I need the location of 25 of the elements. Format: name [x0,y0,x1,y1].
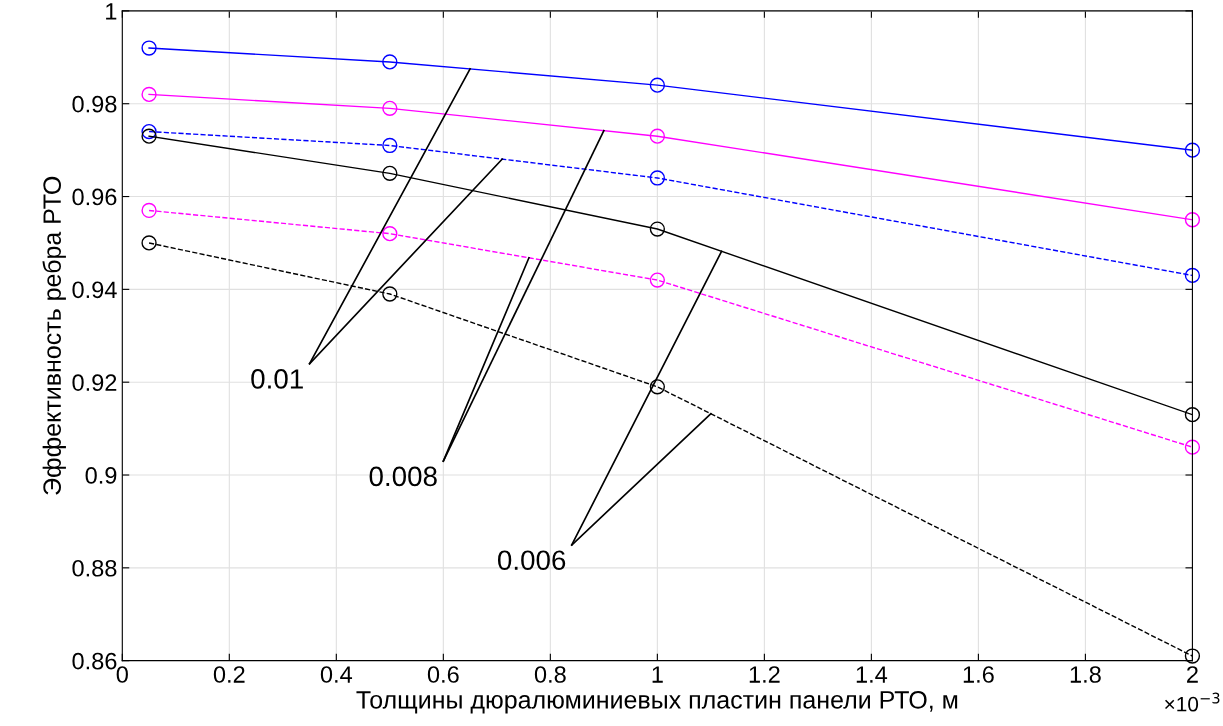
x-tick-label: 1.2 [749,666,780,683]
x-tick-label: 1.4 [856,666,888,683]
annotation: 0.008 [369,466,437,487]
y-axis-title: Эффективность ребра РТО [42,176,66,495]
annotation: 0.006 [497,550,566,571]
x-tick-label: 2 [1187,666,1198,683]
y-tick-label: 0.92 [72,374,117,391]
y-tick-label: 0.96 [72,188,117,206]
x-tick-label: 1.6 [963,666,994,683]
y-tick-label: 0.9 [85,467,117,484]
y-tick-label: 0.88 [72,559,117,577]
x-tick-label: 0.8 [534,666,566,683]
y-tick-label: 0.94 [72,281,117,299]
text: ×10$^{−3}$ [1165,692,1220,712]
x-tick-label: 0.6 [427,666,459,683]
x-tick-label: 1 [652,666,663,683]
x-tick-label: 1.8 [1070,666,1101,683]
y-tick-label: 0.86 [72,652,117,670]
annotation: 0.01 [251,369,303,389]
x-tick-label: 0 [116,666,128,683]
x-axis-title: Толщины дюралюминиевых пластин панели РТО, м [356,690,958,714]
y-tick-label: 0.98 [72,95,117,113]
y-tick-label: 1 [106,3,117,20]
x-tick-label: 0.2 [213,666,245,683]
x-tick-label: 0.4 [320,666,353,683]
